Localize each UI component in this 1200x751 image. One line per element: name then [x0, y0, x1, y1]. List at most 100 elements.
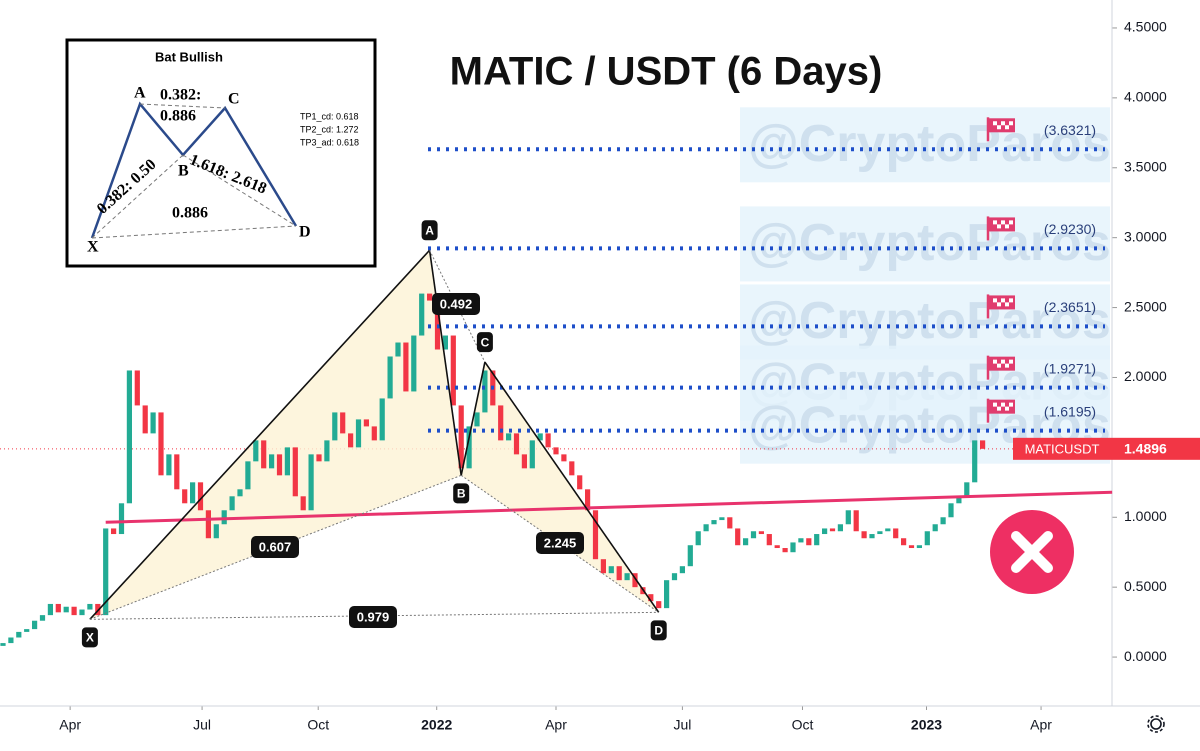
flag-check	[993, 359, 1013, 368]
candle-body	[814, 534, 820, 546]
candle-body	[474, 412, 480, 427]
flag-check	[993, 220, 1013, 229]
candle-body	[450, 335, 456, 406]
inset-point: X	[87, 239, 99, 256]
candle-body	[750, 531, 757, 539]
candle-body	[727, 517, 733, 529]
candle-body	[964, 482, 970, 497]
point-badge	[476, 332, 493, 353]
candle-body	[292, 447, 298, 497]
candle-body	[427, 293, 433, 301]
candle-body	[316, 454, 322, 462]
candle-body	[253, 440, 259, 462]
candle-body	[32, 620, 38, 630]
candle-body	[95, 603, 101, 616]
candle-body	[237, 489, 243, 497]
candle-body	[719, 517, 725, 521]
candle-body	[908, 545, 915, 549]
target-zone	[740, 206, 1110, 282]
target-zone	[740, 107, 1110, 183]
candle-body	[758, 531, 764, 535]
candle-body	[39, 615, 46, 621]
candle-body	[395, 342, 401, 357]
flag	[986, 355, 1015, 380]
candle-body	[419, 293, 425, 336]
ratio-badge	[432, 293, 480, 315]
x-tick-label: 2023	[911, 717, 942, 733]
candle-body	[308, 454, 314, 511]
x-tick-label: Jul	[673, 717, 691, 733]
ratio-label: 0.492	[440, 296, 473, 311]
candle-body	[24, 629, 30, 632]
point-badge	[650, 620, 667, 641]
pattern-leg	[484, 361, 660, 613]
point-badge	[81, 627, 98, 648]
x-tick-label: 2022	[421, 717, 452, 733]
point-badge	[421, 220, 438, 241]
candle-body	[537, 433, 543, 441]
candle-body	[585, 489, 591, 511]
candle-body	[901, 538, 907, 546]
candle-body	[79, 609, 85, 616]
candle-body	[877, 531, 883, 535]
pattern-leg	[460, 361, 486, 476]
candle-body	[300, 496, 306, 511]
candle-body	[103, 528, 109, 616]
x-tick-label: Apr	[59, 717, 81, 733]
candle-body	[916, 545, 922, 549]
y-tick-label: 4.5000	[1124, 19, 1167, 35]
chart-title: MATIC / USDT (6 Days)	[450, 50, 883, 94]
cancel-icon	[990, 510, 1074, 594]
candle-body	[55, 603, 61, 613]
candle-body	[869, 534, 875, 539]
candle-body	[545, 433, 551, 448]
inset-target: TP2_cd: 1.272	[300, 124, 359, 134]
ratio-label: 2.245	[544, 535, 577, 550]
candle-body	[379, 398, 385, 441]
candle-body	[276, 454, 283, 476]
trendline	[105, 490, 1113, 524]
candle-body	[600, 559, 606, 574]
candle-body	[190, 482, 196, 504]
inset: Bat Bullish X A B C D 0.382: 0.886 1.618…	[65, 38, 377, 268]
pattern-fill	[461, 362, 659, 613]
candle-body	[679, 566, 685, 574]
point-badge	[453, 483, 470, 504]
candle-body	[324, 440, 330, 462]
ratio-badge	[349, 606, 397, 628]
y-tick-label: 2.5000	[1124, 298, 1167, 314]
candle-body	[182, 489, 188, 504]
candle-body	[166, 454, 172, 476]
candle-body	[63, 606, 69, 613]
flag	[986, 216, 1015, 241]
candle-body	[458, 405, 464, 469]
candle-body	[735, 528, 741, 546]
y-tick-label: 4.0000	[1124, 89, 1167, 105]
candle-body	[150, 412, 156, 434]
candle-body	[766, 534, 772, 546]
candle-body	[134, 370, 140, 406]
x-tick-label: Apr	[1030, 717, 1052, 733]
candle-body	[885, 528, 891, 532]
candle-body	[8, 637, 14, 644]
candle-body	[695, 531, 701, 546]
x-tick-label: Oct	[792, 717, 814, 733]
price-label: 1.4896	[1124, 441, 1167, 457]
flag	[986, 294, 1015, 319]
target-label: (1.9271)	[1044, 360, 1096, 376]
x-tick-label: Oct	[307, 717, 329, 733]
candle-body	[924, 531, 930, 546]
y-tick-label: 3.0000	[1124, 228, 1167, 244]
candle-body	[616, 566, 622, 581]
settings-icon[interactable]	[1147, 715, 1165, 733]
candle-body	[466, 426, 472, 469]
candle-body	[624, 573, 630, 581]
candle-body	[197, 482, 204, 511]
candle-body	[245, 461, 251, 490]
candle-body	[16, 631, 22, 638]
candle-body	[261, 440, 267, 469]
candle-body	[592, 510, 599, 560]
pattern-guide	[429, 250, 486, 363]
candle-body	[798, 538, 804, 543]
ratio-label: 0.979	[357, 609, 390, 624]
